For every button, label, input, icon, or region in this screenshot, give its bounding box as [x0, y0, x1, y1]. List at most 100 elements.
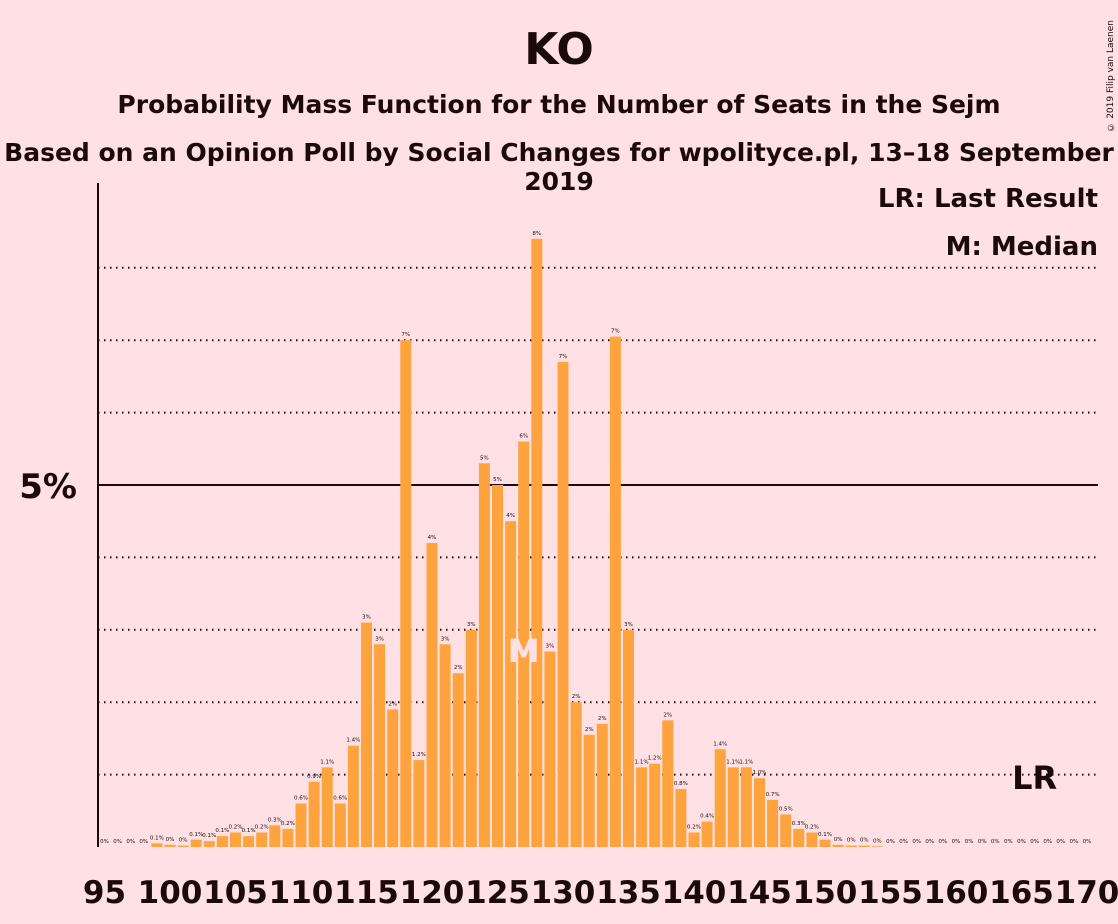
bar-value-label: 6%	[519, 434, 528, 440]
bar	[688, 832, 700, 847]
bar	[216, 836, 228, 847]
bar-value-label: 0.9%	[307, 774, 321, 780]
bar	[583, 734, 595, 847]
bar	[649, 763, 661, 847]
bar	[295, 803, 307, 847]
bar	[623, 629, 634, 847]
bar-value-label: 3%	[441, 636, 450, 642]
bar-value-label: 0%	[1083, 839, 1092, 845]
x-tick-label: 160	[924, 875, 989, 911]
bar-value-label: 0%	[899, 839, 908, 845]
bar	[727, 767, 739, 847]
bar-value-label: 0%	[847, 838, 856, 844]
bar	[675, 789, 687, 847]
bar-value-label: 0%	[1070, 839, 1079, 845]
bar-value-label: 3%	[624, 622, 633, 628]
bar	[858, 845, 870, 847]
bar-value-label: 1.1%	[726, 759, 740, 765]
bar	[596, 723, 608, 847]
bar-value-label: 0%	[113, 839, 122, 845]
bar	[845, 845, 857, 847]
bar-value-label: 0%	[1004, 839, 1013, 845]
bar-value-label: 7%	[401, 332, 410, 338]
bar-value-label: 0%	[860, 838, 869, 844]
bar-value-label: 0%	[834, 837, 843, 843]
bar-value-label: 1.4%	[346, 738, 360, 744]
bar-value-label: 0.8%	[674, 781, 688, 787]
bar-value-label: 5%	[480, 455, 489, 461]
chart-source-subtitle: Based on an Opinion Poll by Social Chang…	[4, 138, 1114, 196]
bar	[387, 709, 399, 847]
x-tick-label: 100	[138, 875, 203, 911]
bar	[806, 832, 818, 847]
legend-last-result: LR: Last Result	[877, 184, 1098, 214]
bar-value-label: 1.1%	[320, 759, 334, 765]
bar	[557, 361, 569, 847]
bar	[177, 845, 189, 847]
bar	[203, 841, 215, 847]
bar-value-label: 0.2%	[255, 825, 269, 831]
bar-value-label: 0%	[886, 839, 895, 845]
bar-value-label: 2%	[585, 727, 594, 733]
bar	[544, 651, 556, 847]
bar-value-label: 0.5%	[779, 806, 793, 812]
x-tick-label: 145	[727, 875, 792, 911]
bar	[426, 542, 438, 847]
bar-value-label: 0.7%	[766, 792, 780, 798]
bar-value-label: 0%	[912, 839, 921, 845]
bar	[740, 767, 752, 847]
last-result-marker: LR	[1012, 759, 1057, 797]
bar	[518, 441, 530, 847]
bar-value-label: 0.1%	[818, 832, 832, 838]
bar-value-label: 0.6%	[333, 796, 347, 802]
bar-value-label: 0%	[978, 839, 987, 845]
bar-value-label: 0.1%	[215, 828, 229, 834]
bar-value-label: 0%	[873, 838, 882, 844]
bar	[452, 673, 464, 847]
x-tick-label: 95	[83, 875, 126, 911]
bar	[164, 844, 176, 847]
x-tick-label: 165	[989, 875, 1054, 911]
x-tick-label: 140	[662, 875, 727, 911]
x-tick-label: 135	[596, 875, 661, 911]
bar	[321, 767, 333, 847]
bar-value-label: 0%	[126, 839, 135, 845]
x-tick-label: 105	[203, 875, 268, 911]
bar	[400, 340, 412, 847]
bar	[374, 644, 386, 847]
chart-title: KO	[524, 24, 594, 75]
bar-value-label: 0%	[1043, 839, 1052, 845]
bar-value-label: 3%	[546, 644, 555, 650]
bar	[478, 463, 490, 847]
bar-value-label: 0%	[166, 837, 175, 843]
bar	[413, 760, 425, 847]
bar	[269, 825, 281, 847]
bar	[256, 832, 268, 847]
bar-value-label: 5%	[493, 477, 502, 483]
bar-value-label: 3%	[467, 622, 476, 628]
bar-value-label: 0%	[965, 839, 974, 845]
bar	[609, 336, 621, 847]
bar-value-label: 2%	[572, 694, 581, 700]
bar-value-label: 0%	[139, 839, 148, 845]
bar	[767, 799, 779, 847]
bar	[190, 839, 202, 847]
bar	[780, 814, 792, 847]
bar-value-label: 0%	[939, 839, 948, 845]
bar	[570, 702, 582, 847]
x-tick-label: 110	[269, 875, 334, 911]
bar-value-label: 0%	[952, 839, 961, 845]
bar-value-label: 0%	[179, 838, 188, 844]
bar	[531, 238, 543, 848]
bar-value-label: 0.2%	[229, 825, 243, 831]
bar	[871, 846, 883, 847]
x-tick-label: 130	[531, 875, 596, 911]
bar	[151, 843, 163, 847]
bar	[334, 803, 346, 847]
bar-value-label: 0.1%	[242, 828, 256, 834]
bar	[793, 828, 805, 847]
bar-value-label: 1.1%	[739, 759, 753, 765]
bar-value-label: 0%	[925, 839, 934, 845]
median-marker: M	[508, 632, 540, 670]
x-tick-label: 155	[858, 875, 923, 911]
